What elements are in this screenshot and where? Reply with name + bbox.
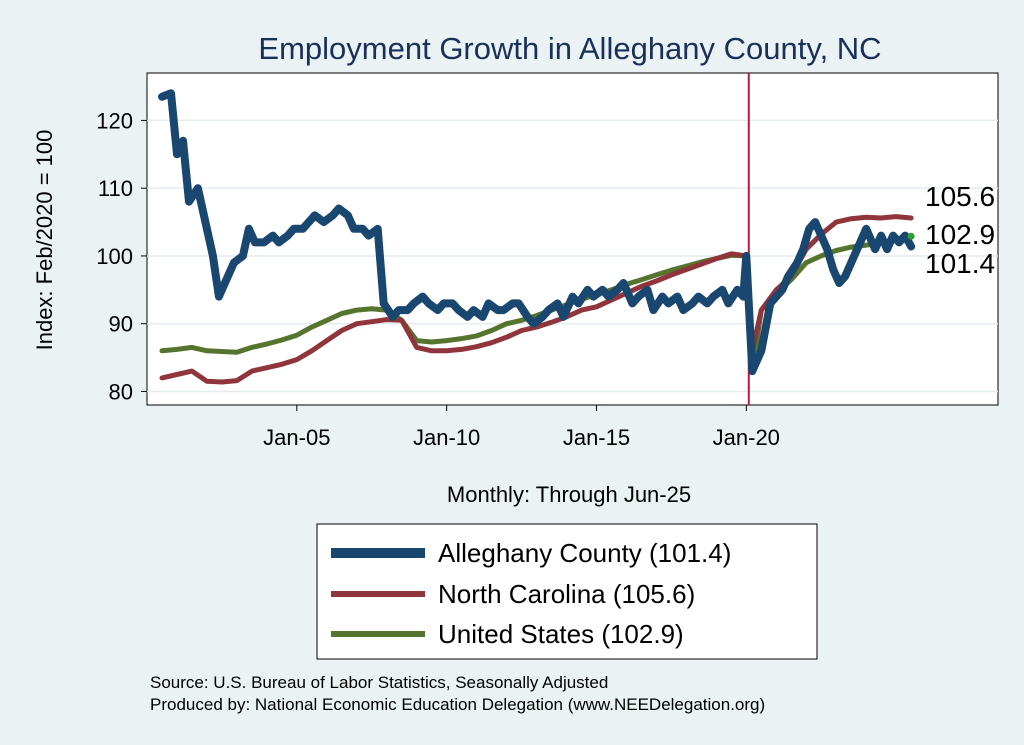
producer-note: Produced by: National Economic Education… [150, 695, 765, 714]
y-tick-label-90: 90 [109, 312, 133, 337]
legend-label-united-states: United States (102.9) [438, 619, 684, 649]
x-tick-label-Jan-15: Jan-15 [563, 425, 630, 450]
x-tick-label-Jan-20: Jan-20 [713, 425, 780, 450]
end-label-united-states: 102.9 [925, 219, 995, 250]
x-tick-label-Jan-05: Jan-05 [263, 425, 330, 450]
y-tick-label-120: 120 [96, 108, 133, 133]
x-axis-label: Monthly: Through Jun-25 [447, 482, 691, 507]
y-tick-label-80: 80 [109, 379, 133, 404]
legend-label-north-carolina: North Carolina (105.6) [438, 579, 695, 609]
x-tick-label-Jan-10: Jan-10 [413, 425, 480, 450]
series-lines [158, 89, 916, 385]
end-label-alleghany: 101.4 [925, 248, 995, 279]
source-note: Source: U.S. Bureau of Labor Statistics,… [150, 673, 608, 692]
y-tick-label-100: 100 [96, 244, 133, 269]
chart-title: Employment Growth in Alleghany County, N… [258, 31, 881, 66]
legend-label-alleghany: Alleghany County (101.4) [438, 538, 731, 568]
y-axis: 80 90 100 110 120 [96, 108, 147, 404]
end-label-north-carolina: 105.6 [925, 181, 995, 212]
series-end-point-united-states [907, 232, 915, 240]
x-axis: Jan-05 Jan-10 Jan-15 Jan-20 [263, 405, 780, 450]
y-tick-label-110: 110 [98, 176, 133, 201]
y-axis-label: Index: Feb/2020 = 100 [32, 130, 57, 351]
gridlines [147, 119, 998, 393]
series-line-0 [158, 89, 916, 376]
